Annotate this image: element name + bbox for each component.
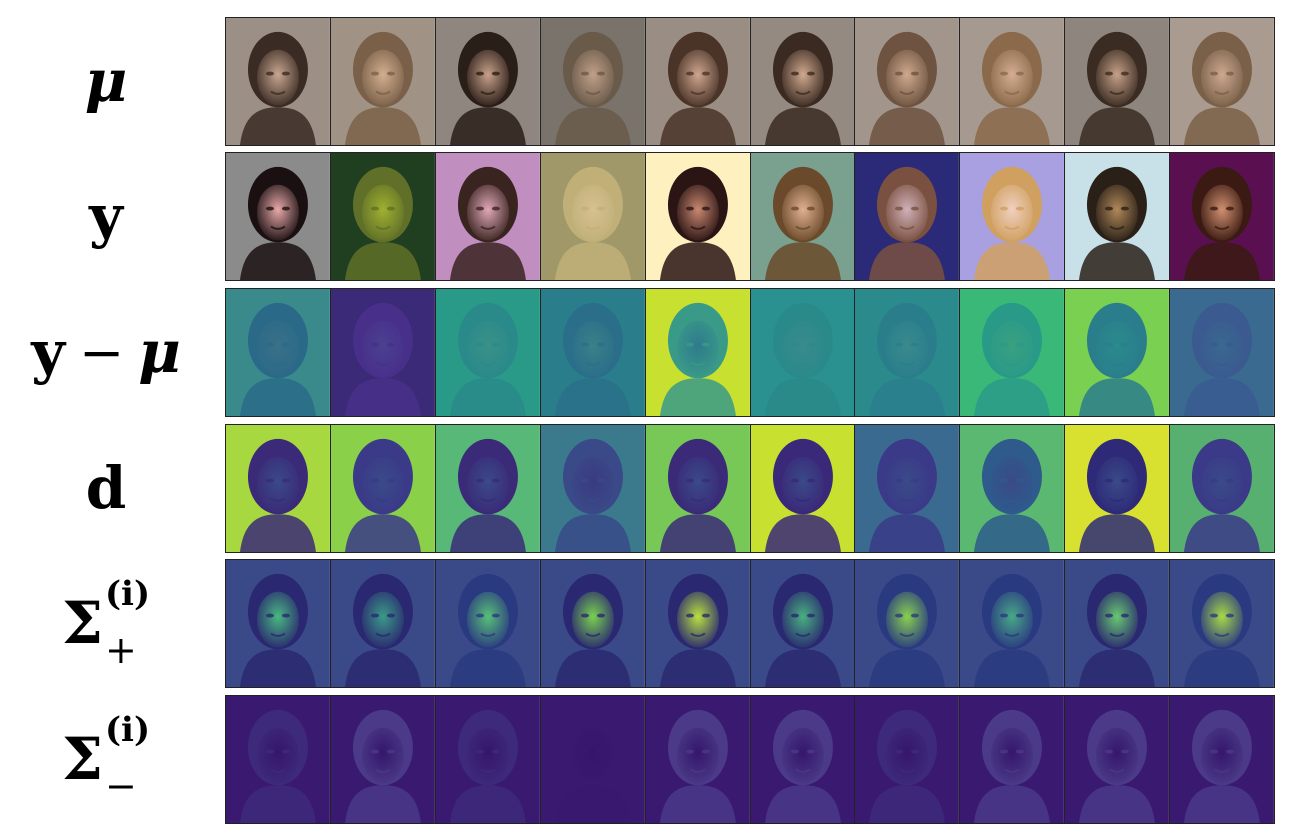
face-image (960, 289, 1066, 416)
label-symbol: Σ (61, 725, 103, 793)
face-image (226, 289, 331, 416)
face-image (330, 425, 436, 552)
face-image (540, 289, 646, 416)
row-label-mu: μ (0, 17, 212, 145)
label-symbol-tail: μ (138, 318, 181, 386)
face-image (1170, 425, 1275, 552)
face-image (855, 696, 961, 823)
label-symbol: y (89, 182, 123, 250)
face-image (645, 696, 751, 823)
face-image (645, 425, 751, 552)
label-subscript: + (104, 628, 137, 672)
face-image (435, 153, 541, 280)
label-operator: − (79, 320, 125, 384)
face-image (330, 153, 436, 280)
row-label-y-minus-mu: y − μ (0, 288, 212, 416)
face-image (1170, 696, 1275, 823)
face-image (645, 18, 751, 145)
face-image (330, 696, 436, 823)
face-image (750, 425, 856, 552)
face-image (330, 18, 436, 145)
face-image (750, 696, 856, 823)
face-image (1170, 18, 1275, 145)
face-image (540, 425, 646, 552)
face-image (540, 18, 646, 145)
face-image (855, 289, 961, 416)
face-image (1065, 425, 1171, 552)
face-image (1170, 560, 1275, 687)
label-symbol: d (85, 454, 127, 522)
label-superscript: (i) (104, 574, 151, 614)
face-image (226, 560, 331, 687)
face-image (645, 153, 751, 280)
face-image (1170, 289, 1275, 416)
face-image (1065, 153, 1171, 280)
face-image (435, 18, 541, 145)
face-image (435, 289, 541, 416)
label-symbol: y (31, 318, 65, 386)
face-image (1065, 560, 1171, 687)
face-image (330, 289, 436, 416)
row-label-y: y (0, 152, 212, 280)
face-image (645, 560, 751, 687)
face-image (960, 18, 1066, 145)
row-label-sigma-minus: Σ (i) − (0, 695, 212, 823)
face-image (226, 696, 331, 823)
face-image (645, 289, 751, 416)
face-image (226, 153, 331, 280)
strip-mu (225, 17, 1275, 146)
label-symbol: Σ (61, 589, 103, 657)
face-image (855, 18, 961, 145)
label-symbol: μ (84, 47, 128, 115)
row-label-d: d (0, 424, 212, 552)
face-image (540, 560, 646, 687)
face-image (855, 560, 961, 687)
face-image (960, 696, 1066, 823)
label-subscript: − (104, 764, 137, 808)
face-image (330, 560, 436, 687)
face-image (435, 560, 541, 687)
face-image (855, 425, 961, 552)
strip-d (225, 424, 1275, 553)
face-image (1065, 289, 1171, 416)
face-image (960, 560, 1066, 687)
face-image (750, 18, 856, 145)
face-image (750, 560, 856, 687)
face-image (226, 425, 331, 552)
strip-y (225, 152, 1275, 281)
face-image (750, 289, 856, 416)
face-image (960, 153, 1066, 280)
face-image (1065, 18, 1171, 145)
face-image (855, 153, 961, 280)
face-image (750, 153, 856, 280)
face-image (435, 696, 541, 823)
face-image (1065, 696, 1171, 823)
row-label-sigma-plus: Σ (i) + (0, 559, 212, 687)
face-image (540, 696, 646, 823)
face-image (1170, 153, 1275, 280)
face-image (435, 425, 541, 552)
strip-sigma-plus (225, 559, 1275, 688)
label-superscript: (i) (104, 710, 151, 750)
face-image (960, 425, 1066, 552)
strip-y-minus-mu (225, 288, 1275, 417)
face-image (226, 18, 331, 145)
strip-sigma-minus (225, 695, 1275, 824)
face-image (540, 153, 646, 280)
